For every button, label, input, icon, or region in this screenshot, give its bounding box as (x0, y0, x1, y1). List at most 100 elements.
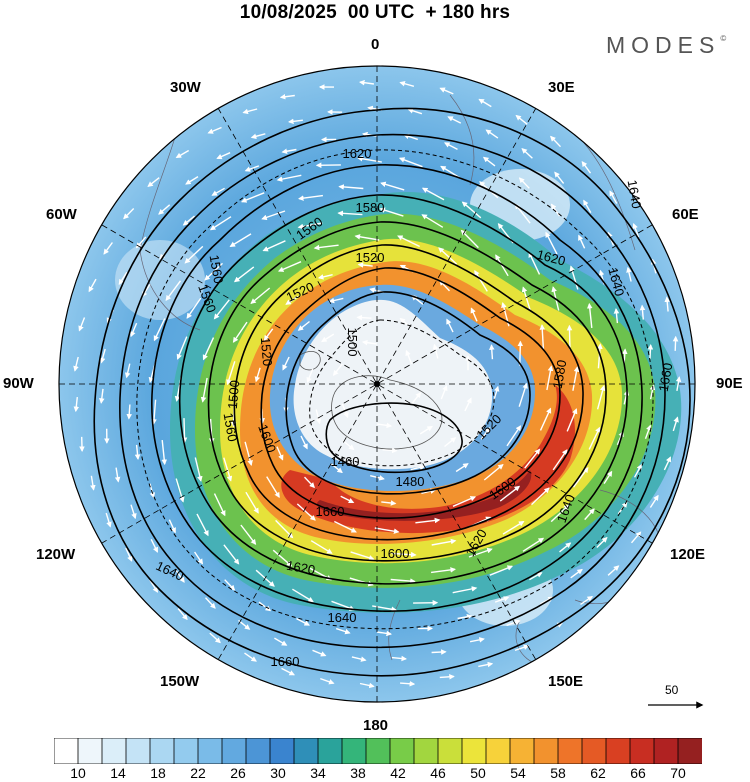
lon-label-150w: 150W (160, 673, 200, 690)
wind-vector (310, 540, 333, 554)
wind-vector (276, 174, 302, 182)
colorbar-swatch (54, 738, 79, 764)
wind-vectors (73, 79, 682, 689)
wind-vector (494, 596, 510, 603)
wind-vector (124, 363, 131, 379)
colorbar-swatch (437, 738, 463, 764)
wind-vector (415, 517, 441, 524)
lon-label-180: 180 (363, 717, 389, 734)
wind-vector (639, 304, 646, 320)
wind-vector (474, 269, 488, 292)
colorbar-swatch (485, 738, 511, 764)
wind-vector (272, 549, 293, 567)
wind-vector (176, 336, 188, 360)
wind-vector (297, 194, 323, 201)
contour-label: 1520 (356, 250, 385, 265)
wind-vector (578, 234, 586, 249)
wind-vector (485, 129, 499, 139)
wind-vector (321, 333, 335, 343)
wind-vector (233, 266, 255, 283)
wind-vector (342, 439, 355, 451)
dashed-contours (136, 149, 654, 630)
wind-vector (517, 340, 524, 366)
colorbar-tick-label: 10 (70, 765, 86, 781)
colorbar-swatch (413, 738, 439, 764)
wind-vector (431, 538, 457, 546)
wind-vector (357, 262, 373, 268)
wind-vector (196, 513, 209, 537)
wind-vector (521, 286, 531, 311)
wind-vector (649, 494, 659, 508)
new-zealand-coast (388, 599, 401, 661)
colorbar-swatch (533, 738, 559, 764)
wind-vector (470, 307, 478, 322)
wind-vector (570, 568, 583, 579)
wind-vector (184, 245, 204, 264)
wind-vector (333, 520, 357, 533)
lon-label-30w: 30W (170, 79, 201, 96)
wind-vector (232, 321, 248, 343)
wind-vector (185, 176, 199, 185)
contour-label: 1580 (356, 200, 385, 215)
wind-vector (421, 187, 445, 201)
contour-label: 1560 (207, 254, 227, 285)
wind-vector (439, 87, 454, 95)
wind-vector (123, 208, 135, 220)
contour-label: 1640 (328, 610, 357, 625)
wind-vector (431, 649, 447, 655)
colorbar-tick-label: 66 (630, 765, 646, 781)
wind-vector (224, 579, 236, 591)
wind-vector (181, 418, 188, 444)
wind-vector (584, 508, 595, 521)
wind-vector (583, 199, 592, 214)
wind-vector (194, 457, 203, 482)
wind-vector (276, 446, 284, 461)
wind-vector (521, 148, 533, 159)
wind-vector (182, 215, 195, 226)
meridian-line (217, 107, 537, 661)
wind-vector (374, 527, 400, 534)
colorbar-swatch (293, 738, 319, 764)
wind-vector (566, 324, 573, 350)
wind-vector (499, 485, 521, 502)
wind-vector (177, 608, 188, 621)
contour-label: 1620 (535, 247, 567, 269)
colorbar-swatch (125, 738, 151, 764)
wind-vector (158, 204, 171, 215)
wind-vector (596, 536, 608, 548)
wind-vector (663, 456, 672, 471)
wind-vector (613, 307, 620, 324)
wind-vector (328, 297, 344, 304)
wind-vector (572, 366, 580, 391)
wind-vector (335, 627, 351, 635)
colorbar-swatch (509, 738, 535, 764)
wind-vector (446, 318, 454, 333)
wind-vector (254, 367, 261, 383)
wind-vector (633, 464, 642, 478)
contour-line (151, 164, 643, 612)
contour-line (93, 107, 691, 677)
wind-vector (609, 190, 618, 204)
graticule (59, 66, 695, 702)
colorbar-swatch (245, 738, 271, 764)
wind-vector (546, 365, 554, 391)
wind-vector (250, 133, 266, 140)
wind-vector (468, 547, 493, 558)
wind-vector (300, 435, 308, 450)
colorbar-tick-label: 34 (310, 765, 326, 781)
wind-vector (165, 280, 182, 301)
colorbar-swatch (605, 738, 631, 764)
wind-vector (125, 547, 133, 562)
contour-label: 1620 (343, 146, 372, 161)
map-border (58, 65, 696, 703)
wind-vector (539, 324, 546, 350)
wind-vector (258, 601, 272, 612)
wind-vector (350, 551, 375, 561)
wind-vector (150, 538, 159, 553)
wind-vector (351, 656, 367, 662)
colorbar-tick-label: 14 (110, 765, 126, 781)
contour-line (119, 133, 666, 649)
wind-vector (572, 467, 589, 488)
wind-vector (607, 565, 620, 576)
